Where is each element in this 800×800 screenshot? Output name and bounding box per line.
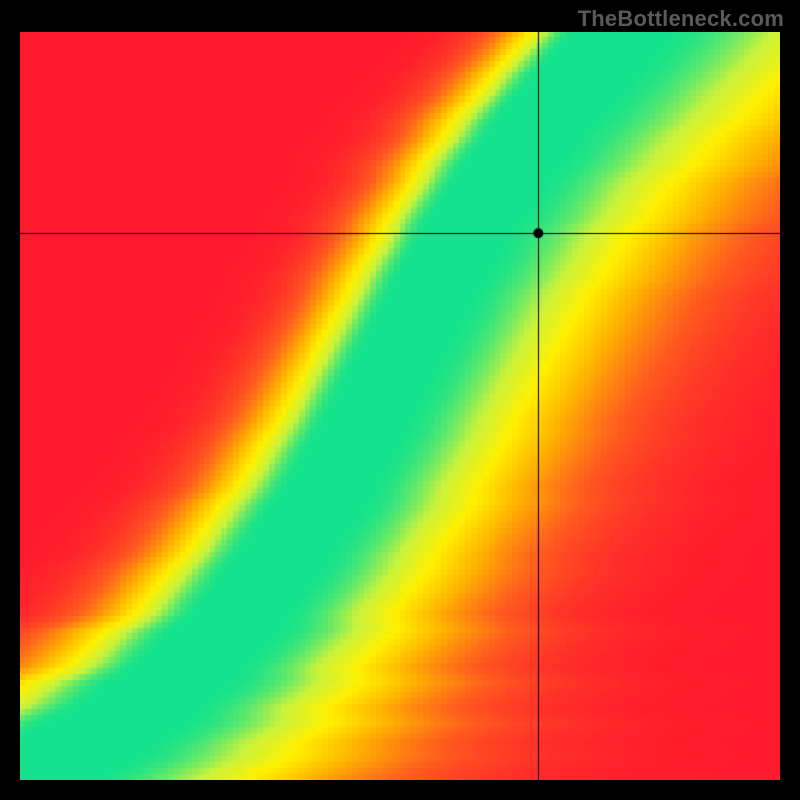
watermark-text: TheBottleneck.com <box>578 6 784 32</box>
bottleneck-heatmap <box>20 32 780 780</box>
heatmap-canvas <box>20 32 780 780</box>
